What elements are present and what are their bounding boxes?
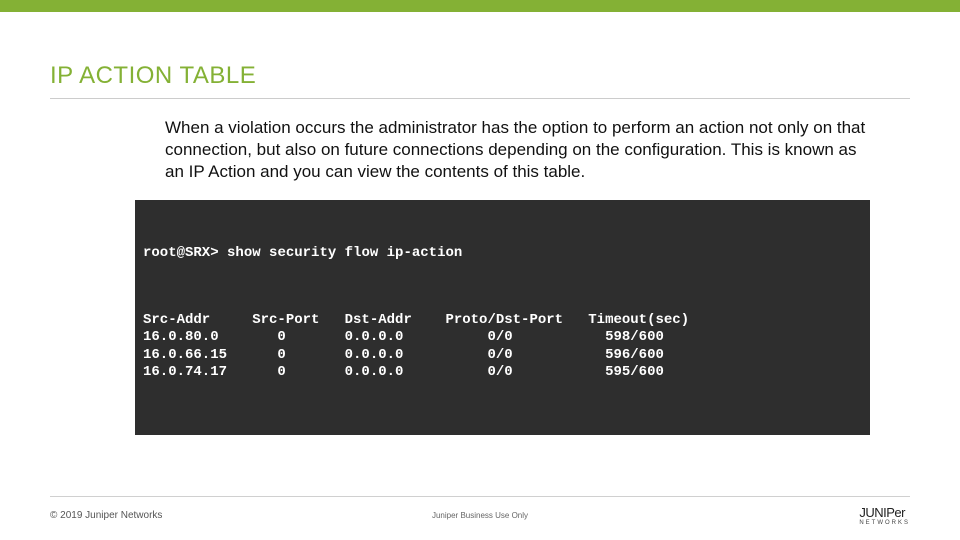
slide-footer: © 2019 Juniper Networks Juniper Business… [0, 496, 960, 526]
terminal-command: show security flow ip-action [227, 245, 462, 261]
slide-title: IP ACTION TABLE [50, 62, 910, 98]
copyright-text: © 2019 Juniper Networks [50, 510, 162, 521]
slide-content: IP ACTION TABLE When a violation occurs … [0, 12, 960, 435]
logo-sub-text: NETWORKS [859, 520, 910, 526]
accent-top-bar [0, 0, 960, 12]
terminal-table: Src-Addr Src-Port Dst-Addr Proto/Dst-Por… [143, 312, 862, 382]
slide-body-text: When a violation occurs the administrato… [165, 117, 870, 182]
footer-divider [50, 496, 910, 497]
terminal-block: root@SRX> show security flow ip-action S… [135, 200, 870, 435]
title-divider [50, 98, 910, 99]
terminal-command-line: root@SRX> show security flow ip-action [143, 245, 862, 263]
juniper-logo: JUNIPer NETWORKS [859, 505, 910, 526]
terminal-prompt: root@SRX> [143, 245, 219, 261]
footer-center-text: Juniper Business Use Only [432, 511, 528, 520]
logo-main-text: JUNIPer [859, 505, 905, 520]
